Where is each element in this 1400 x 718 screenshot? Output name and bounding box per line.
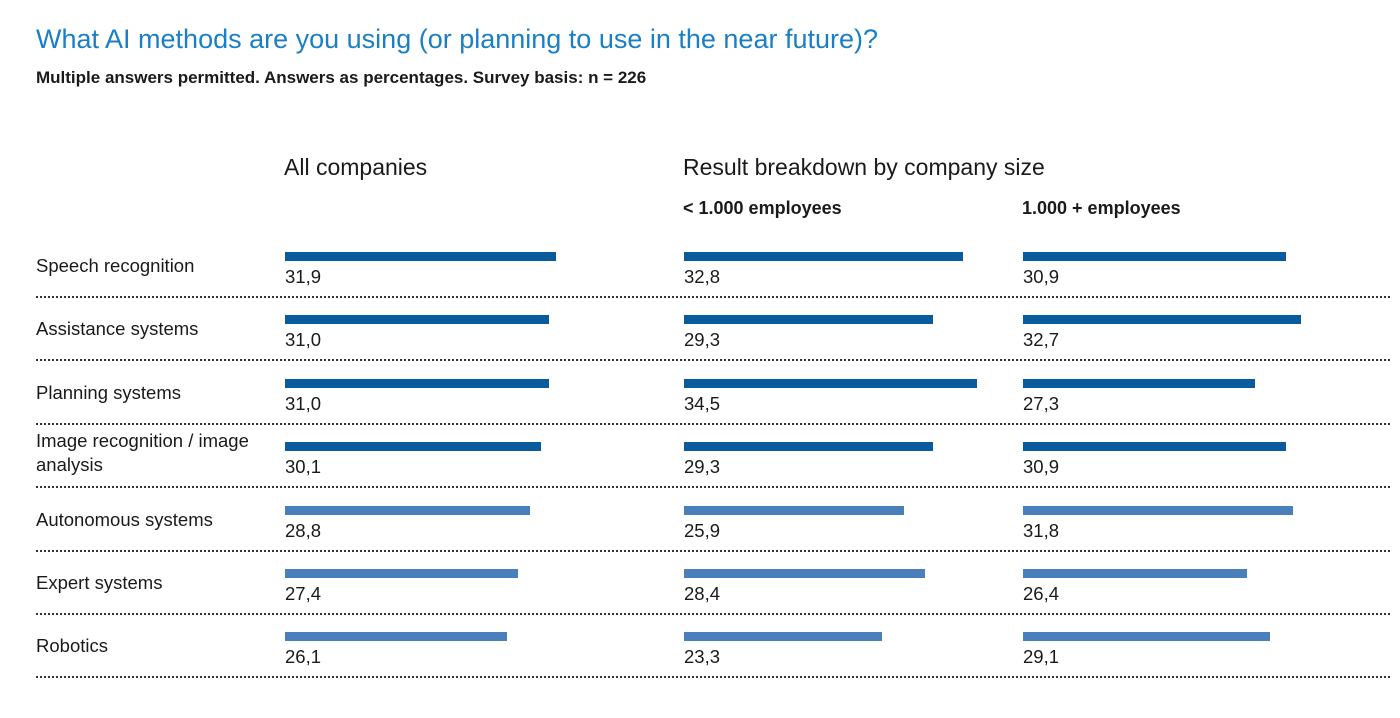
- data-label: 31,9: [285, 266, 322, 287]
- row-divider: [36, 613, 1390, 615]
- bar: [285, 632, 507, 642]
- header-all-companies: All companies: [284, 154, 428, 180]
- row-label: Robotics: [36, 635, 108, 657]
- chart-subtitle: Multiple answers permitted. Answers as p…: [36, 68, 647, 87]
- row-divider: [36, 296, 1390, 298]
- data-label: 26,4: [1023, 583, 1060, 604]
- bar: [684, 505, 905, 515]
- data-label: 29,1: [1023, 646, 1060, 668]
- bar: [1023, 252, 1286, 261]
- data-label: 23,3: [684, 646, 721, 668]
- chart-title: What AI methods are you using (or planni…: [36, 24, 878, 54]
- bar: [285, 378, 549, 388]
- data-label: 29,3: [684, 456, 721, 478]
- bar: [285, 569, 518, 578]
- bar: [285, 442, 541, 452]
- bar: [285, 315, 549, 325]
- bar: [1023, 442, 1286, 452]
- data-label: 30,1: [285, 456, 322, 478]
- data-label: 30,9: [1023, 266, 1060, 287]
- bar: [1023, 378, 1256, 388]
- row-label: Autonomous systems: [36, 508, 213, 530]
- bar: [285, 252, 557, 261]
- bar: [285, 505, 530, 515]
- data-label: 31,8: [1023, 519, 1060, 541]
- subheader-small-companies: < 1.000 employees: [683, 198, 842, 218]
- data-label: 25,9: [684, 519, 721, 541]
- subheader-large-companies: 1.000 + employees: [1022, 198, 1181, 218]
- data-label: 28,4: [684, 583, 721, 604]
- bar: [1023, 569, 1248, 578]
- row-label: Expert systems: [36, 572, 163, 593]
- data-label: 28,8: [285, 519, 322, 541]
- row-divider: [36, 486, 1390, 489]
- data-label: 27,4: [285, 583, 322, 604]
- data-label: 31,0: [285, 392, 322, 414]
- data-label: 29,3: [684, 329, 721, 351]
- bar: [684, 632, 883, 642]
- data-label: 32,7: [1023, 329, 1060, 351]
- bar: [684, 378, 978, 388]
- data-label: 31,0: [285, 329, 322, 351]
- row-divider: [36, 359, 1390, 362]
- bar: [1023, 315, 1301, 325]
- bar: [684, 442, 934, 452]
- bar: [1023, 632, 1271, 642]
- row-divider: [36, 676, 1390, 679]
- row-divider: [36, 422, 1390, 425]
- data-label: 26,1: [285, 646, 322, 668]
- bar: [684, 252, 963, 261]
- bar: [684, 315, 934, 325]
- row-label: Speech recognition: [36, 255, 195, 276]
- row-label: Planning systems: [36, 381, 181, 403]
- data-label: 30,9: [1023, 456, 1060, 478]
- data-label: 27,3: [1023, 392, 1060, 414]
- data-label: 34,5: [684, 392, 721, 414]
- row-divider: [36, 549, 1390, 552]
- bar: [1023, 505, 1294, 515]
- data-label: 32,8: [684, 266, 721, 287]
- header-breakdown: Result breakdown by company size: [683, 154, 1045, 180]
- row-label: Image recognition / image analysis: [36, 430, 249, 476]
- row-label: Assistance systems: [36, 318, 199, 340]
- bar: [684, 569, 926, 578]
